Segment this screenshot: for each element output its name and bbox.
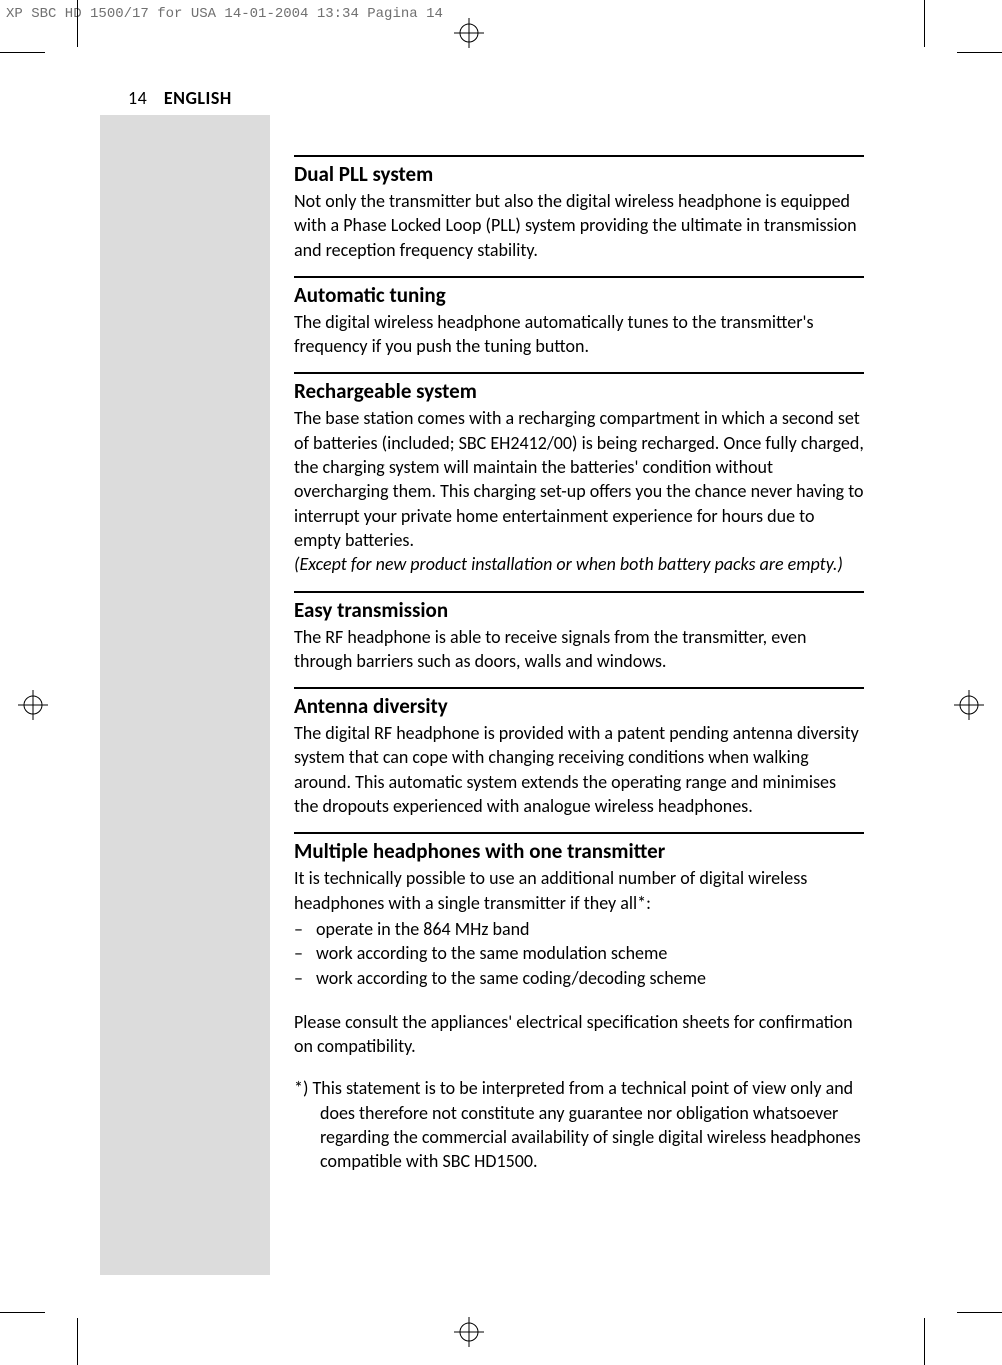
section-after: Please consult the appliances' electrica… xyxy=(294,1010,864,1059)
list-item: work according to the same coding/decodi… xyxy=(294,966,864,990)
print-job-header: XP SBC HD 1500/17 for USA 14-01-2004 13:… xyxy=(6,6,443,22)
registration-mark-icon xyxy=(454,18,484,48)
list-item: work according to the same modulation sc… xyxy=(294,941,864,965)
section-body: The digital RF headphone is provided wit… xyxy=(294,721,864,818)
crop-mark xyxy=(924,0,925,47)
crop-mark xyxy=(957,52,1002,53)
section-rule xyxy=(294,155,864,157)
crop-mark xyxy=(957,1312,1002,1313)
page-header: 14 ENGLISH xyxy=(128,87,232,109)
section-body: The digital wireless headphone automatic… xyxy=(294,310,864,359)
section-easy-transmission: Easy transmission The RF headphone is ab… xyxy=(294,591,864,674)
section-auto-tuning: Automatic tuning The digital wireless he… xyxy=(294,276,864,359)
section-rule xyxy=(294,276,864,278)
section-body: Not only the transmitter but also the di… xyxy=(294,189,864,262)
section-rule xyxy=(294,372,864,374)
content-column: Dual PLL system Not only the transmitter… xyxy=(294,155,864,1188)
crop-mark xyxy=(0,52,45,53)
section-multiple-headphones: Multiple headphones with one transmitter… xyxy=(294,832,864,1173)
section-antenna-diversity: Antenna diversity The digital RF headpho… xyxy=(294,687,864,818)
crop-mark xyxy=(0,1312,45,1313)
sidebar-gray-block xyxy=(100,115,270,1275)
bullet-list: operate in the 864 MHz band work accordi… xyxy=(294,917,864,990)
page-number: 14 xyxy=(128,87,147,109)
language-label: ENGLISH xyxy=(164,87,232,109)
footnote: *) This statement is to be interpreted f… xyxy=(294,1076,864,1173)
section-title: Easy transmission xyxy=(294,597,864,623)
crop-mark xyxy=(77,0,78,47)
section-body: The base station comes with a recharging… xyxy=(294,406,864,552)
footnote-text: *) This statement is to be interpreted f… xyxy=(294,1076,864,1173)
section-title: Antenna diversity xyxy=(294,693,864,719)
section-title: Multiple headphones with one transmitter xyxy=(294,838,864,864)
registration-mark-icon xyxy=(954,690,984,720)
section-body: It is technically possible to use an add… xyxy=(294,866,864,915)
registration-mark-icon xyxy=(454,1317,484,1347)
section-rule xyxy=(294,832,864,834)
crop-mark xyxy=(924,1318,925,1365)
section-body: The RF headphone is able to receive sign… xyxy=(294,625,864,674)
crop-mark xyxy=(77,1318,78,1365)
section-note: (Except for new product installation or … xyxy=(294,552,864,576)
section-title: Rechargeable system xyxy=(294,378,864,404)
section-rechargeable: Rechargeable system The base station com… xyxy=(294,372,864,576)
section-title: Automatic tuning xyxy=(294,282,864,308)
list-item: operate in the 864 MHz band xyxy=(294,917,864,941)
section-dual-pll: Dual PLL system Not only the transmitter… xyxy=(294,155,864,262)
registration-mark-icon xyxy=(18,690,48,720)
section-title: Dual PLL system xyxy=(294,161,864,187)
section-rule xyxy=(294,591,864,593)
section-rule xyxy=(294,687,864,689)
